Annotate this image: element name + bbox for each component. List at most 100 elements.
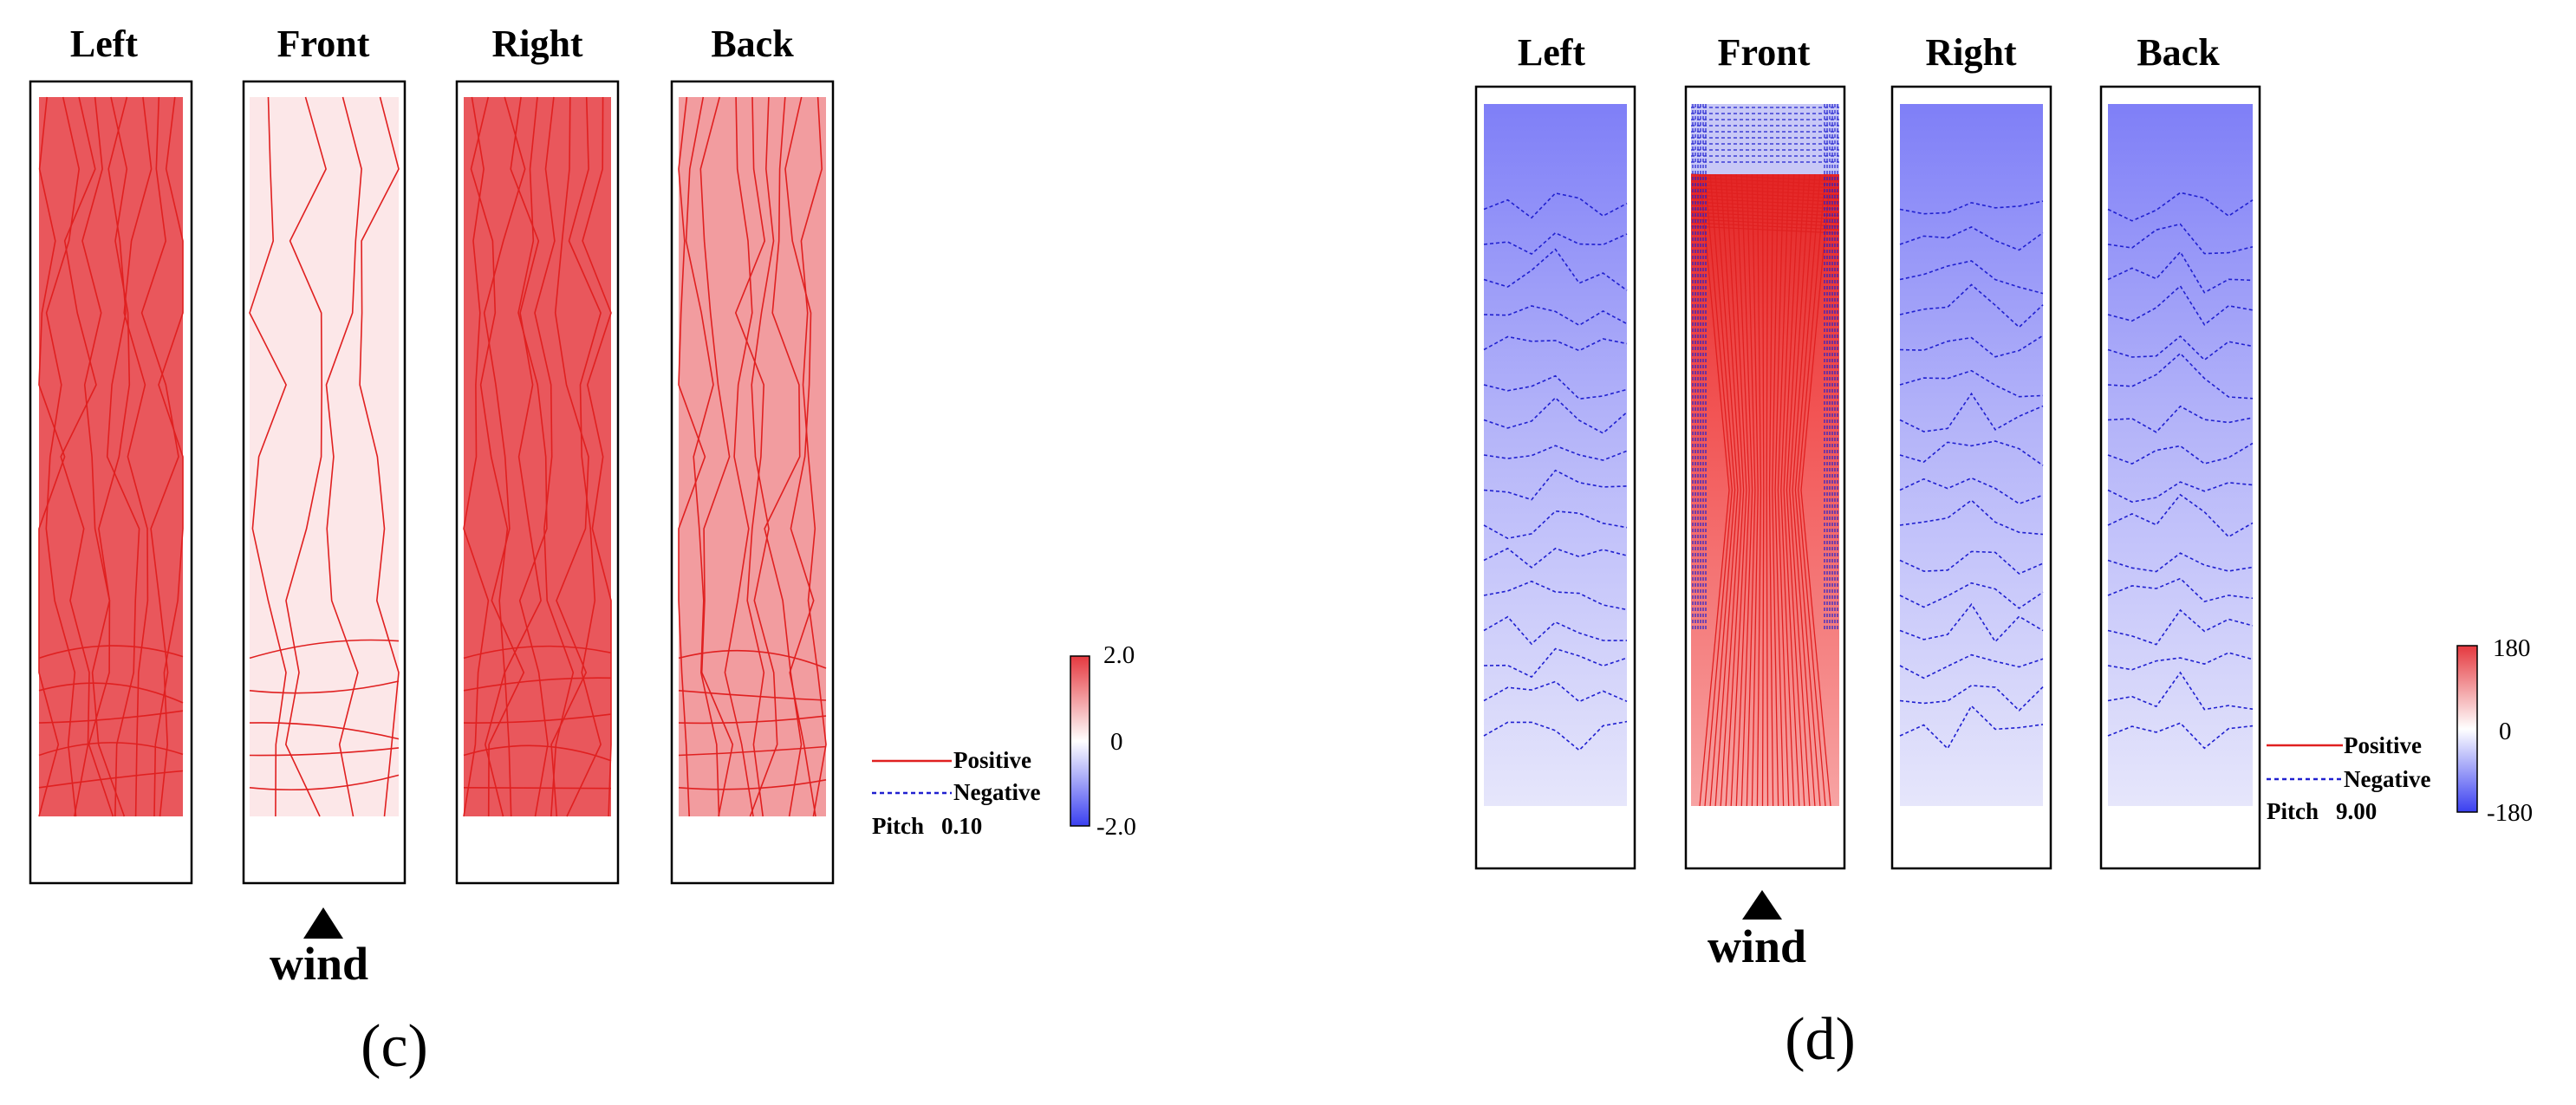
- front-contour-line: [1783, 173, 1800, 807]
- panel-d-back: Back: [2099, 31, 2261, 870]
- contour-line: [1899, 685, 2044, 712]
- front-contour-line: [1794, 173, 1821, 807]
- front-contour-line: [1798, 173, 1826, 807]
- legend-pitch-value-d: 9.00: [2336, 798, 2377, 824]
- contour-line: [1899, 369, 2044, 398]
- contour-line: [158, 96, 184, 817]
- contours-d-right: [1899, 200, 2044, 751]
- contour-line: [582, 96, 612, 817]
- front-contour-line: [1792, 173, 1816, 807]
- contour-line: [685, 96, 720, 817]
- front-contour-line: [1735, 173, 1750, 807]
- contour-line: [249, 680, 400, 694]
- colorbar-d-min-label: -180: [2487, 799, 2533, 827]
- contour-line: [470, 96, 509, 817]
- front-contour-line: [1690, 180, 1840, 189]
- contour-line: [2107, 481, 2254, 504]
- front-contour-line: [1740, 173, 1753, 807]
- front-contour-line: [1800, 173, 1831, 807]
- front-contour-line: [1690, 208, 1840, 217]
- panel-title-c-right: Right: [491, 23, 582, 65]
- front-positive-field: [1691, 104, 1839, 806]
- wind-arrow-icon-c: [303, 907, 343, 939]
- legend-pitch-value-c: 0.10: [941, 813, 982, 839]
- contour-line: [517, 96, 549, 817]
- front-contour-line: [1725, 173, 1745, 807]
- contour-line: [678, 690, 827, 701]
- contour-line: [2107, 223, 2254, 255]
- contour-line: [504, 96, 542, 817]
- contour-line: [483, 96, 526, 817]
- contour-line: [678, 715, 827, 725]
- contour-line: [1483, 510, 1628, 540]
- front-contour-line: [1786, 173, 1805, 807]
- contour-line: [1899, 477, 2044, 505]
- colorbar-d-gradient: [2456, 645, 2478, 813]
- front-contour-line: [1772, 173, 1779, 807]
- contours-c-front: [249, 96, 400, 817]
- contour-line: [45, 96, 81, 817]
- contour-line: [2107, 352, 2254, 400]
- contour-line: [2107, 552, 2254, 573]
- contour-line: [1483, 192, 1628, 219]
- contour-line: [2107, 671, 2254, 711]
- front-contour-line: [1690, 211, 1840, 220]
- contour-line: [2107, 405, 2254, 433]
- front-contour-line: [1704, 173, 1733, 807]
- contour-line: [2107, 493, 2254, 538]
- panel-title-d-front: Front: [1718, 31, 1811, 74]
- front-contour-line: [1746, 173, 1756, 807]
- colorbar-c-max-label: 2.0: [1103, 641, 1135, 669]
- pressure-field-d-back: [2108, 104, 2253, 806]
- contour-line: [749, 96, 778, 817]
- contour-line: [463, 645, 612, 660]
- front-contour-line: [1690, 187, 1840, 196]
- contour-line: [550, 96, 589, 817]
- panel-title-c-left: Left: [70, 23, 139, 65]
- pressure-field-d-right: [1900, 104, 2043, 806]
- legend-negative-label-d: Negative: [2344, 766, 2430, 792]
- contour-line: [1483, 469, 1628, 501]
- contour-line: [463, 713, 612, 724]
- colorbar-c-min-label: -2.0: [1096, 813, 1136, 841]
- contour-line: [2107, 577, 2254, 602]
- contour-line: [566, 96, 602, 817]
- contour-line: [463, 787, 612, 790]
- contour-line: [678, 745, 827, 757]
- contour-line: [2107, 284, 2254, 326]
- legend-d: Positive Negative Pitch 9.00: [2267, 732, 2430, 824]
- contour-line: [1899, 499, 2044, 536]
- contour-line: [325, 96, 362, 817]
- contour-line: [1899, 582, 2044, 609]
- front-contour-line: [1766, 173, 1769, 807]
- contour-line: [60, 96, 97, 817]
- front-contour-line: [1690, 218, 1840, 227]
- front-contour-line: [1690, 194, 1840, 203]
- figure-c: Left Front Right Back Positive: [29, 23, 1136, 1080]
- legend-c: Positive Negative Pitch 0.10: [872, 747, 1040, 839]
- contour-line: [140, 96, 179, 817]
- contour-line: [463, 677, 612, 692]
- contours-c-back: [678, 96, 827, 817]
- panel-c-front: Front: [242, 23, 407, 885]
- contour-line: [1483, 680, 1628, 703]
- colorbar-c-gradient: [1070, 655, 1090, 827]
- contour-line: [284, 96, 327, 817]
- front-contour-line: [1780, 173, 1795, 807]
- pressure-field-d-left: [1484, 104, 1627, 806]
- contour-line: [38, 770, 184, 789]
- figure-d: Left Front Right Back Positive Nega: [1474, 31, 2533, 1073]
- contour-line: [1899, 392, 2044, 432]
- contour-line: [1899, 335, 2044, 358]
- panel-c-left: Left: [29, 23, 193, 885]
- panel-d-left: Left: [1474, 31, 1636, 870]
- contour-line: [678, 779, 827, 790]
- pressure-field-c-back: [679, 97, 826, 816]
- subfigure-label-c: (c): [361, 1013, 428, 1080]
- contours-d-back: [2107, 192, 2254, 750]
- front-contour-line: [1768, 173, 1774, 807]
- front-pressure-pattern-d: [1690, 104, 1840, 807]
- front-contour-line: [1690, 198, 1840, 206]
- contour-line: [249, 774, 400, 791]
